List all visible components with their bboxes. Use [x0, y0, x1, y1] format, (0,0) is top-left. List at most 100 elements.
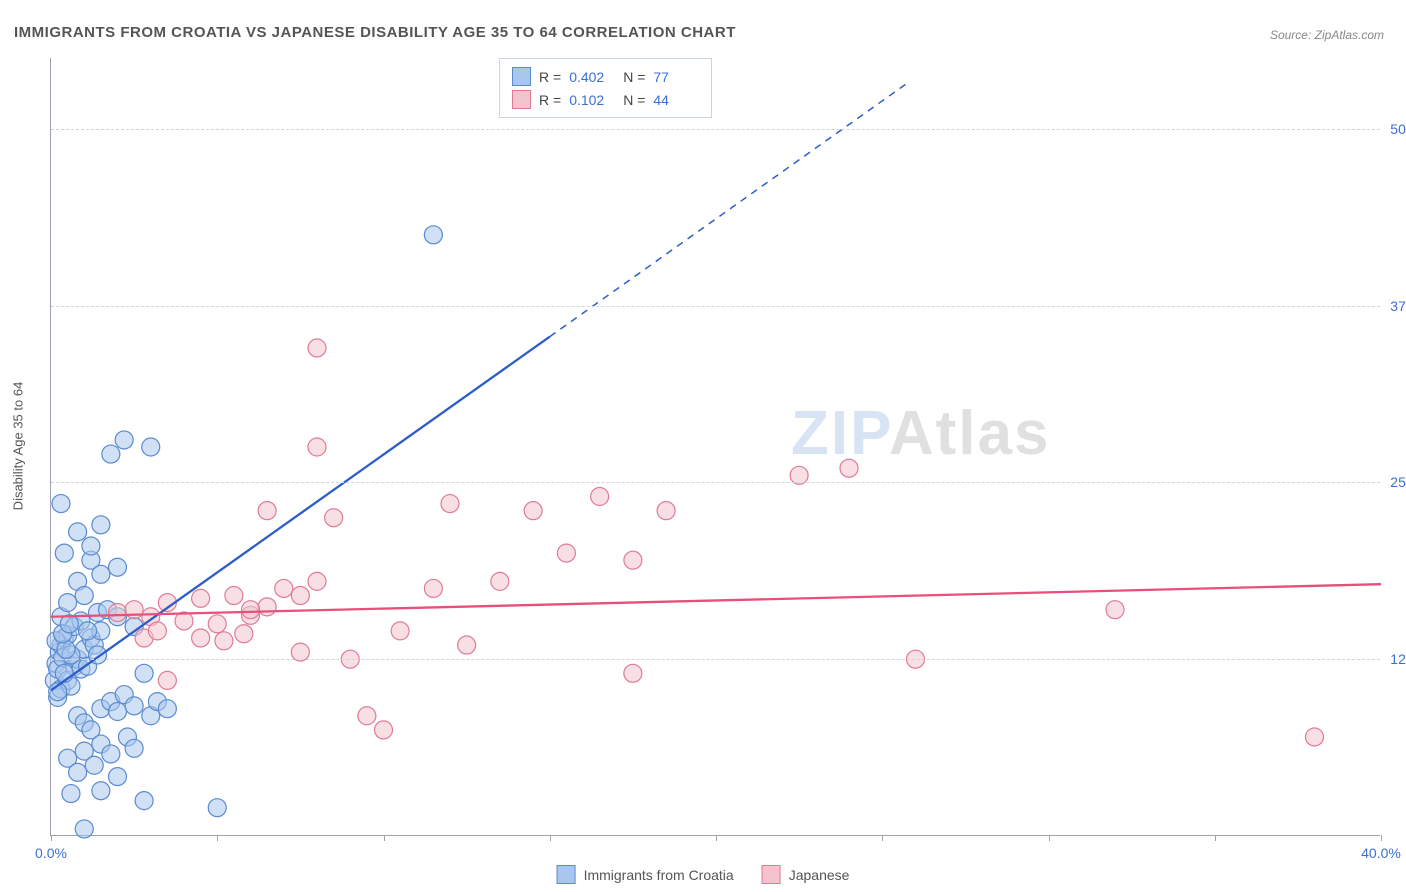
scatter-point — [1306, 728, 1324, 746]
x-tick-label: 40.0% — [1361, 845, 1401, 861]
legend-swatch — [512, 90, 531, 109]
scatter-point — [62, 785, 80, 803]
scatter-point — [59, 594, 77, 612]
scatter-point — [458, 636, 476, 654]
scatter-point — [557, 544, 575, 562]
scatter-point — [424, 226, 442, 244]
scatter-point — [125, 697, 143, 715]
scatter-point — [92, 782, 110, 800]
bottom-legend-label: Immigrants from Croatia — [584, 867, 734, 883]
scatter-point — [840, 459, 858, 477]
x-tick — [1049, 835, 1050, 841]
scatter-point — [258, 502, 276, 520]
x-tick — [716, 835, 717, 841]
scatter-point — [358, 707, 376, 725]
scatter-point — [109, 768, 127, 786]
scatter-point — [79, 622, 97, 640]
scatter-point — [135, 792, 153, 810]
scatter-point — [142, 438, 160, 456]
stat-r-label: R = — [539, 69, 561, 85]
scatter-point — [92, 516, 110, 534]
bottom-legend-label: Japanese — [789, 867, 850, 883]
x-tick — [217, 835, 218, 841]
scatter-point — [125, 739, 143, 757]
scatter-point — [75, 587, 93, 605]
regression-line — [51, 337, 550, 691]
y-tick-label: 50.0% — [1382, 121, 1406, 137]
scatter-point — [57, 640, 75, 658]
scatter-point — [55, 544, 73, 562]
scatter-point — [308, 438, 326, 456]
scatter-point — [308, 339, 326, 357]
scatter-point — [258, 598, 276, 616]
scatter-point — [75, 820, 93, 838]
legend-swatch — [762, 865, 781, 884]
scatter-point — [102, 745, 120, 763]
scatter-point — [591, 488, 609, 506]
y-tick-label: 12.5% — [1382, 651, 1406, 667]
scatter-point — [158, 671, 176, 689]
stat-n-value: 77 — [653, 69, 699, 85]
scatter-point — [148, 622, 166, 640]
source-attribution: Source: ZipAtlas.com — [1270, 28, 1384, 42]
scatter-point — [192, 589, 210, 607]
scatter-point — [375, 721, 393, 739]
scatter-point — [491, 572, 509, 590]
y-tick-label: 25.0% — [1382, 474, 1406, 490]
scatter-point — [242, 601, 260, 619]
x-tick-label: 0.0% — [35, 845, 67, 861]
scatter-point — [92, 565, 110, 583]
scatter-point — [135, 664, 153, 682]
scatter-point — [235, 625, 253, 643]
scatter-point — [115, 431, 133, 449]
chart-title: IMMIGRANTS FROM CROATIA VS JAPANESE DISA… — [14, 24, 736, 41]
scatter-point — [1106, 601, 1124, 619]
y-tick-label: 37.5% — [1382, 298, 1406, 314]
scatter-point — [208, 799, 226, 817]
scatter-point — [441, 495, 459, 513]
bottom-legend-item: Immigrants from Croatia — [557, 865, 734, 884]
scatter-point — [308, 572, 326, 590]
scatter-point — [524, 502, 542, 520]
legend-swatch — [557, 865, 576, 884]
x-tick — [1381, 835, 1382, 841]
bottom-legend-item: Japanese — [762, 865, 850, 884]
stat-n-label: N = — [623, 92, 645, 108]
stat-n-value: 44 — [653, 92, 699, 108]
scatter-point — [624, 664, 642, 682]
scatter-point — [657, 502, 675, 520]
scatter-point — [158, 700, 176, 718]
bottom-legend: Immigrants from Croatia Japanese — [557, 865, 850, 884]
gridline-h — [51, 659, 1380, 660]
scatter-point — [624, 551, 642, 569]
gridline-h — [51, 306, 1380, 307]
scatter-point — [291, 587, 309, 605]
scatter-point — [102, 445, 120, 463]
stat-r-label: R = — [539, 92, 561, 108]
scatter-point — [424, 579, 442, 597]
x-tick — [882, 835, 883, 841]
stat-r-value: 0.402 — [569, 69, 615, 85]
scatter-point — [69, 523, 87, 541]
scatter-point — [109, 604, 127, 622]
y-axis-title: Disability Age 35 to 64 — [11, 382, 26, 511]
legend-stats-box: R =0.402N =77R =0.102N =44 — [499, 58, 712, 118]
x-tick — [550, 835, 551, 841]
scatter-point — [85, 756, 103, 774]
legend-stats-row: R = 0.402 N = 77 — [512, 65, 699, 88]
scatter-point — [109, 558, 127, 576]
legend-swatch — [512, 67, 531, 86]
legend-stats-row: R =0.102N =44 — [512, 88, 699, 111]
scatter-point — [325, 509, 343, 527]
scatter-point — [391, 622, 409, 640]
scatter-point — [82, 537, 100, 555]
plot-area: ZIPAtlas R =0.402N =77R =0.102N =44 12.5… — [50, 58, 1380, 836]
scatter-point — [69, 763, 87, 781]
x-tick — [51, 835, 52, 841]
scatter-point — [109, 703, 127, 721]
gridline-h — [51, 129, 1380, 130]
gridline-h — [51, 482, 1380, 483]
regression-line-dashed — [550, 82, 909, 337]
scatter-point — [208, 615, 226, 633]
stat-n-label: N = — [623, 69, 645, 85]
